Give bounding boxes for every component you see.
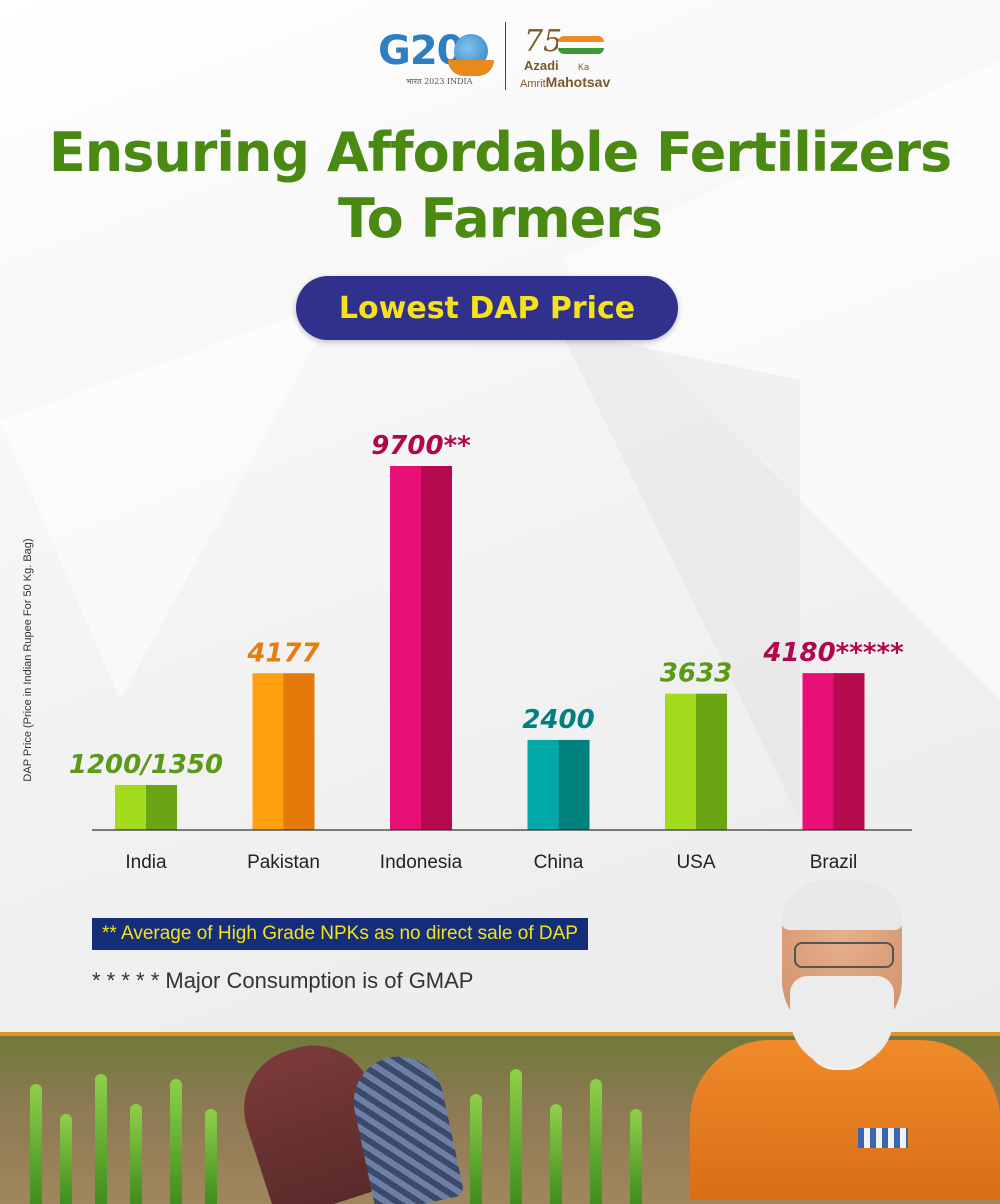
leader-portrait (690, 880, 1000, 1200)
x-tick-brazil: Brazil (810, 852, 858, 873)
bar-china (527, 739, 560, 830)
data-label-usa: 3633 (660, 659, 732, 689)
footnote-gmap: * * * * * Major Consumption is of GMAP (92, 968, 474, 993)
header-logos: G20 भारत 2023 INDIA 75 Azadi Ka AmritMah… (0, 22, 1000, 94)
bar-indonesia-shade (421, 466, 452, 830)
bar-brazil (802, 673, 835, 830)
page-title: Ensuring Affordable Fertilizers To Farme… (0, 120, 1000, 252)
bar-india (115, 784, 147, 830)
bar-pakistan (252, 673, 285, 830)
bar-china-shade (558, 739, 590, 830)
data-label-indonesia: 9700** (371, 431, 471, 461)
footnote-npk: ** Average of High Grade NPKs as no dire… (92, 918, 588, 950)
bar-usa (665, 693, 697, 830)
akam-amrit-mahotsav: AmritMahotsav (520, 74, 610, 90)
x-tick-india: India (125, 852, 167, 873)
akam-number: 75 (524, 24, 563, 59)
bar-indonesia (390, 466, 422, 830)
bar-pakistan-shade (283, 673, 315, 830)
akam-amrit-text: Amrit (520, 78, 546, 90)
x-tick-indonesia: Indonesia (380, 852, 463, 873)
title-line-1: Ensuring Affordable Fertilizers (48, 121, 952, 184)
bar-usa-shade (696, 693, 727, 830)
data-label-pakistan: 4177 (246, 638, 320, 668)
bar-brazil-shade (833, 673, 865, 830)
bar-chart: 1200/1350 India 4177 Pakistan 9700** Indonesi… (69, 431, 912, 873)
g20-logo: G20 भारत 2023 INDIA (378, 28, 494, 88)
bar-india-shade (146, 784, 177, 830)
lotus-icon (448, 60, 494, 76)
subtitle-badge: Lowest DAP Price (296, 276, 678, 340)
data-label-china: 2400 (522, 705, 594, 735)
akam-mahotsav-text: Mahotsav (545, 74, 611, 90)
data-label-brazil: 4180***** (762, 638, 904, 668)
x-tick-pakistan: Pakistan (247, 852, 320, 873)
g20-logo-subtext: भारत 2023 INDIA (406, 77, 473, 86)
azadi-ka-amrit-mahotsav-logo: 75 Azadi Ka AmritMahotsav (518, 24, 638, 92)
flag-icon (558, 36, 604, 54)
data-label-india: 1200/1350 (69, 750, 223, 780)
x-tick-usa: USA (676, 852, 715, 873)
x-tick-china: China (534, 852, 584, 873)
logo-divider (505, 22, 506, 90)
title-line-2: To Farmers (337, 187, 663, 250)
akam-azadi-text: Azadi (524, 58, 559, 73)
akam-ka-text: Ka (578, 62, 590, 72)
